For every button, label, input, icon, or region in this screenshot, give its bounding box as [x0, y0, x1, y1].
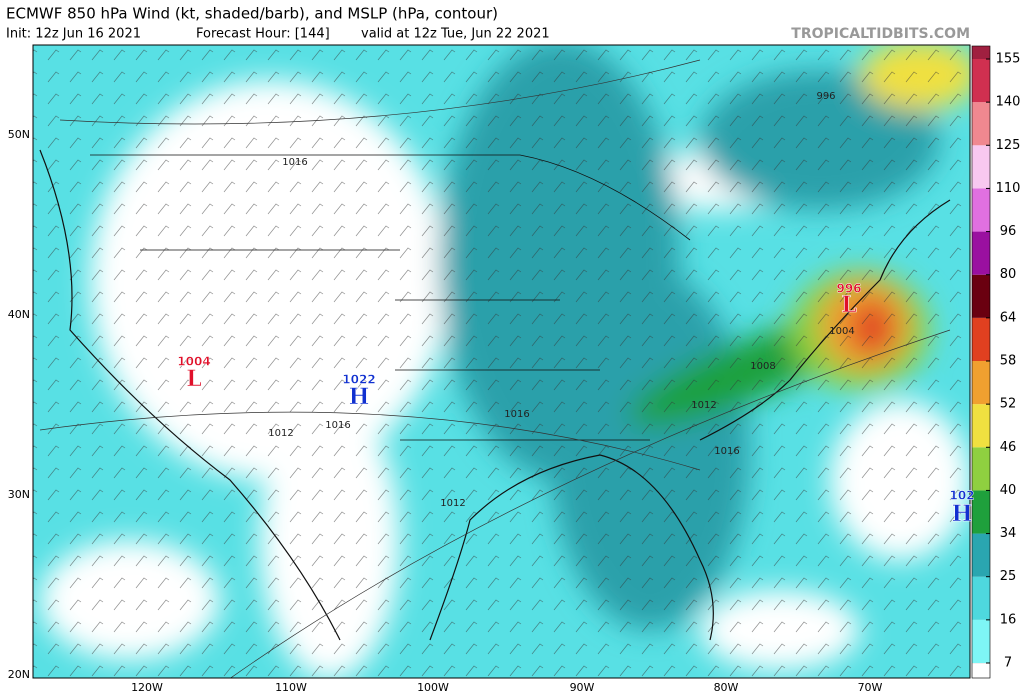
contour-label: 1016 — [714, 446, 739, 457]
lat-label: 40N — [8, 308, 30, 321]
center-pressure: 1004 — [177, 355, 210, 369]
colorbar-band — [972, 59, 990, 103]
init-time: Init: 12z Jun 16 2021 — [6, 27, 141, 42]
lat-label: 20N — [8, 668, 30, 681]
contour-label: 1016 — [504, 409, 529, 420]
colorbar-band — [972, 317, 990, 361]
lon-label: 70W — [858, 681, 883, 694]
contour-label: 1004 — [829, 326, 854, 337]
colorbar-label: 140 — [996, 95, 1021, 110]
contour-label: 996 — [816, 91, 835, 102]
colorbar-label: 7 — [1004, 656, 1012, 671]
center-pressure: 1022 — [342, 373, 375, 387]
colorbar-label: 52 — [1000, 397, 1017, 412]
colorbar-label: 64 — [1000, 310, 1017, 325]
colorbar-band — [972, 361, 990, 405]
colorbar-band — [972, 533, 990, 577]
center-symbol: H — [349, 384, 370, 410]
colorbar-band — [972, 274, 990, 318]
colorbar-top — [972, 46, 990, 59]
colorbar-frame — [971, 45, 991, 679]
colorbar-bottom — [971, 662, 991, 679]
colorbar-label: 96 — [1000, 224, 1017, 239]
colorbar-band — [972, 490, 990, 534]
valid-time: valid at 12z Tue, Jun 22 2021 — [361, 27, 550, 42]
colorbar-band — [972, 404, 990, 448]
center-symbol: L — [186, 366, 201, 392]
lon-label: 80W — [714, 681, 739, 694]
map-field — [33, 45, 970, 678]
lon-label: 120W — [131, 681, 163, 694]
contour-label: 1016 — [325, 420, 350, 431]
contour-label: 1012 — [268, 428, 293, 439]
colorbar-band — [972, 145, 990, 189]
watermark: TROPICALTIDBITS.COM — [791, 26, 970, 42]
colorbar-band — [972, 102, 990, 146]
colorbar-band — [972, 188, 990, 232]
lon-label: 100W — [417, 681, 449, 694]
colorbar-label: 34 — [1000, 526, 1017, 541]
colorbar-band — [972, 619, 990, 663]
colorbar-label: 80 — [1000, 267, 1017, 282]
colorbar-label: 25 — [1000, 569, 1017, 584]
center-symbol: H — [952, 501, 973, 527]
colorbar: 7 16 25 34 40 46 52 58 64 80 96 110 125 140 155 — [971, 45, 1021, 679]
contour-label: 1008 — [750, 361, 775, 372]
lat-label: 30N — [8, 488, 30, 501]
colorbar-label: 16 — [1000, 612, 1017, 627]
colorbar-label: 40 — [1000, 483, 1017, 498]
colorbar-band — [972, 447, 990, 491]
center-symbol: L — [841, 292, 856, 318]
colorbar-label: 155 — [996, 52, 1021, 67]
contour-label: 1012 — [440, 498, 465, 509]
contour-label: 1016 — [282, 157, 307, 168]
colorbar-label: 46 — [1000, 440, 1017, 455]
lon-label: 110W — [275, 681, 307, 694]
lat-label: 50N — [8, 128, 30, 141]
center-pressure: 102 — [949, 489, 974, 503]
colorbar-label: 58 — [1000, 354, 1017, 369]
colorbar-band — [972, 231, 990, 275]
colorbar-label: 125 — [996, 138, 1021, 153]
colorbar-label: 110 — [996, 181, 1021, 196]
map-frame — [32, 44, 971, 679]
forecast-hour: Forecast Hour: [144] — [196, 27, 330, 42]
lon-label: 90W — [570, 681, 595, 694]
contour-label: 1012 — [691, 400, 716, 411]
title: ECMWF 850 hPa Wind (kt, shaded/barb), an… — [6, 5, 498, 23]
center-pressure: 996 — [836, 282, 861, 296]
colorbar-band — [972, 576, 990, 620]
